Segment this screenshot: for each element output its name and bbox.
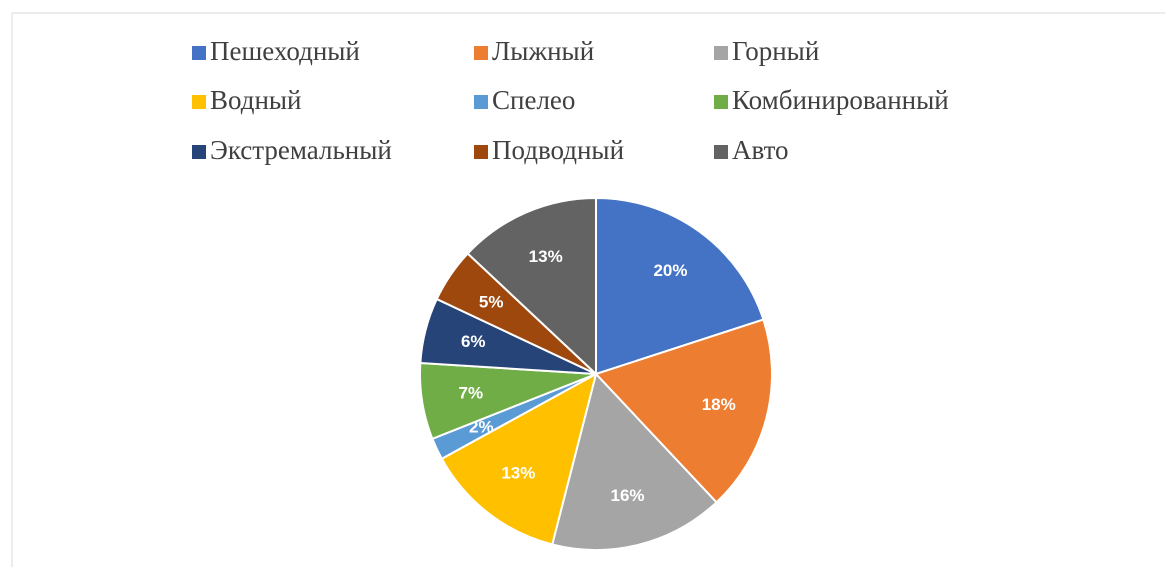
legend-label: Комбинированный [732, 85, 949, 115]
legend-swatch [474, 145, 488, 159]
legend-label: Водный [210, 85, 302, 115]
legend-label: Авто [732, 135, 789, 165]
data-label: 13% [501, 464, 535, 483]
pie-slice [440, 372, 598, 546]
pie-slice [594, 318, 773, 504]
legend-swatch [192, 95, 206, 109]
legend-label: Подводный [492, 135, 624, 165]
data-label: 13% [529, 247, 563, 266]
data-label: 18% [702, 395, 736, 414]
legend-swatch [474, 95, 488, 109]
legend-swatch [192, 46, 206, 60]
legend-swatch [714, 46, 728, 60]
data-label: 6% [461, 332, 486, 351]
pie-slice [551, 371, 718, 551]
legend-label: Лыжный [492, 36, 594, 66]
legend-swatch [714, 145, 728, 159]
legend-label: Горный [732, 36, 819, 66]
legend-swatch [714, 95, 728, 109]
legend-label: Экстремальный [210, 135, 392, 165]
data-label: 5% [479, 292, 504, 311]
data-label: 20% [653, 261, 687, 280]
pie-slice [595, 196, 765, 376]
data-label: 16% [610, 486, 644, 505]
legend-swatch [192, 145, 206, 159]
legend-swatch [474, 46, 488, 60]
pie-slice [466, 196, 597, 377]
data-label: 7% [459, 383, 484, 402]
legend-label: Пешеходный [210, 36, 360, 66]
legend-label: Спелео [492, 85, 575, 115]
